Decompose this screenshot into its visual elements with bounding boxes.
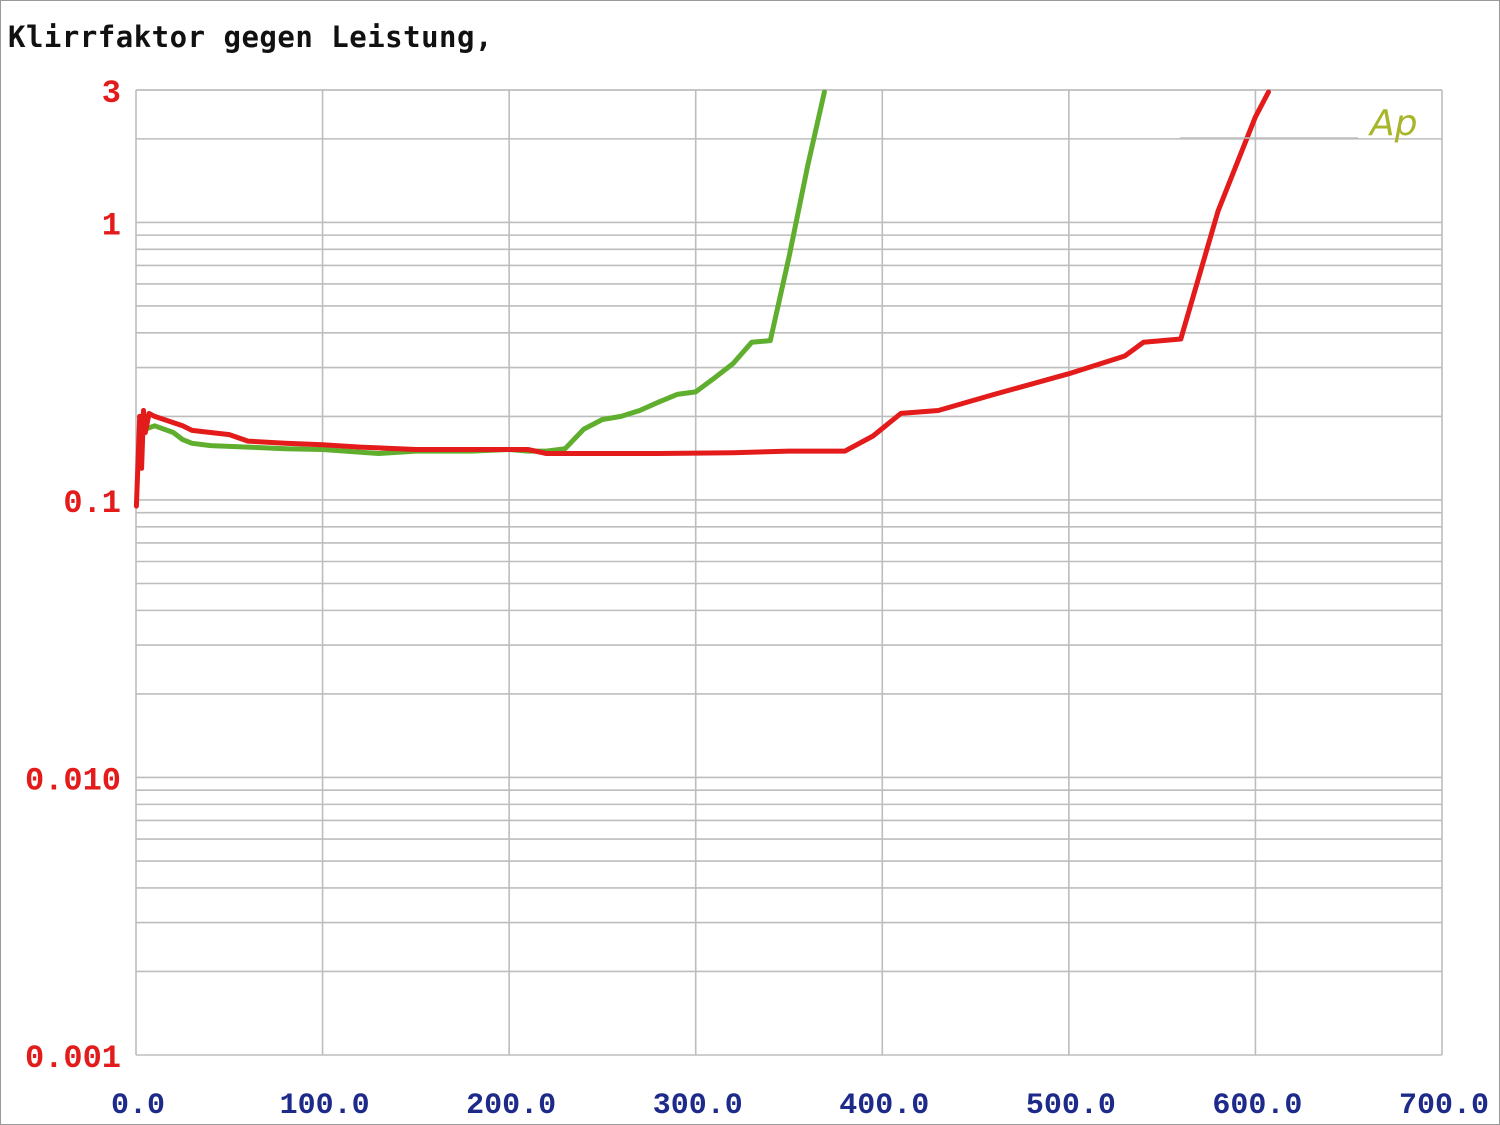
x-axis-tick-labels: 0.0 100.0 200.0 300.0 400.0 500.0 600.0 700.0 <box>111 1089 1489 1123</box>
y-tick-label: 0.001 <box>25 1040 121 1077</box>
logo-text: Ap <box>1368 103 1417 144</box>
x-tick-label: 400.0 <box>839 1089 929 1123</box>
x-tick-label: 0.0 <box>111 1089 165 1123</box>
x-tick-label: 700.0 <box>1399 1089 1489 1123</box>
series-layer <box>133 89 1271 509</box>
x-tick-label: 500.0 <box>1026 1089 1116 1123</box>
chart-title: Klirrfaktor gegen Leistung, <box>8 20 493 54</box>
x-tick-label: 600.0 <box>1212 1089 1302 1123</box>
y-tick-label: 0.1 <box>63 485 121 522</box>
series-line-green <box>137 89 827 456</box>
grid <box>135 89 1443 1056</box>
x-tick-label: 200.0 <box>466 1089 556 1123</box>
x-tick-label: 300.0 <box>653 1089 743 1123</box>
y-tick-label: 3 <box>102 75 121 112</box>
ap-logo: Ap <box>1180 103 1417 144</box>
y-axis-tick-labels: 3 1 0.1 0.010 0.001 <box>25 75 121 1077</box>
series-line-red <box>133 89 1271 509</box>
x-tick-label: 100.0 <box>280 1089 370 1123</box>
y-tick-label: 1 <box>102 207 121 244</box>
y-tick-label: 0.010 <box>25 762 121 799</box>
